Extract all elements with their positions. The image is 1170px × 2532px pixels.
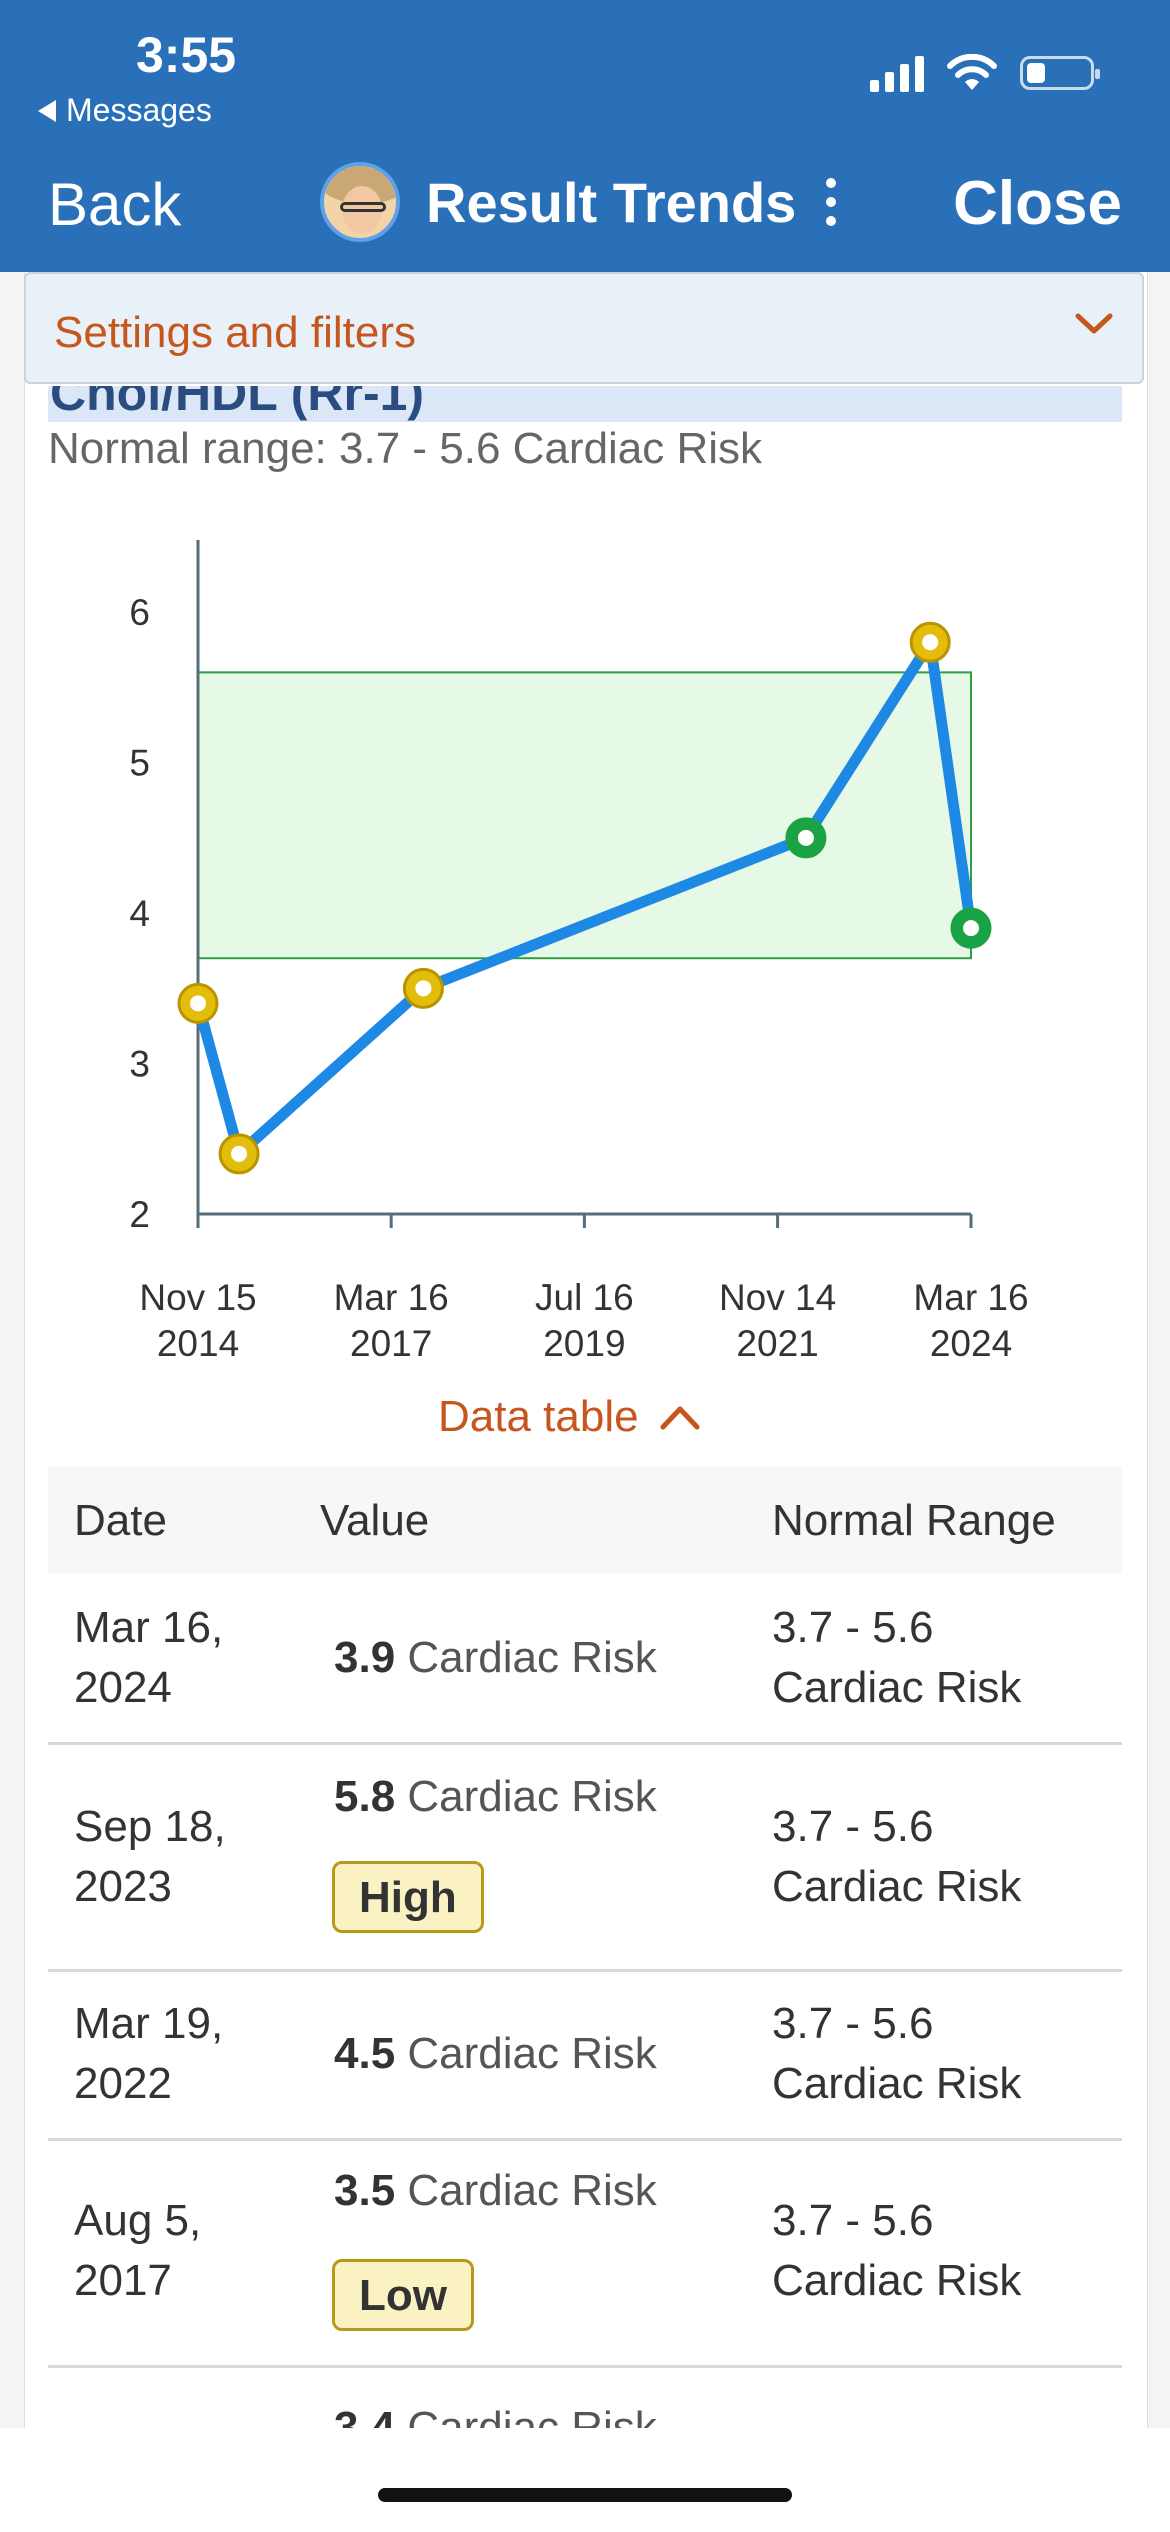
close-button[interactable]: Close [953, 169, 1122, 238]
y-tick-label: 4 [129, 893, 150, 934]
more-options-icon[interactable] [826, 178, 837, 226]
x-tick-label: 2014 [157, 1323, 239, 1364]
bottom-safe-area [0, 2428, 1170, 2532]
x-tick-label: 2017 [350, 1323, 432, 1364]
battery-icon [1020, 56, 1100, 90]
y-tick-label: 6 [129, 592, 150, 633]
settings-filters-toggle[interactable]: Settings and filters [24, 272, 1144, 384]
column-header-date: Date [74, 1496, 167, 1545]
status-time: 3:55 [136, 27, 237, 83]
series-line [192, 636, 977, 1160]
data-table-toggle[interactable]: Data table [438, 1392, 701, 1442]
results-card [24, 272, 1148, 2432]
test-title: Chol/HDL (Rr-1) [50, 386, 425, 421]
y-tick-label: 3 [129, 1044, 150, 1085]
row-normal-range: 3.7 - 5.6 Cardiac Risk [772, 1603, 1022, 1712]
home-indicator[interactable] [378, 2488, 792, 2502]
high-flag-badge: High [332, 1861, 484, 1933]
data-point-center [797, 829, 814, 846]
data-point-center [922, 634, 939, 651]
data-point-center [190, 995, 206, 1012]
low-flag-badge: Low [332, 2259, 474, 2331]
back-triangle-icon [38, 99, 56, 122]
cellular-signal-icon [870, 54, 924, 92]
table-row: Mar 19, 2022 4.5 Cardiac Risk 3.7 - 5.6 Ca… [48, 1972, 1122, 2141]
row-normal-range: 3.7 - 5.6 Cardiac Risk [772, 1999, 1022, 2108]
row-normal-range: 3.7 - 5.6 Cardiac Risk [772, 1802, 1022, 1911]
wifi-icon [947, 54, 997, 90]
column-header-normal-range: Normal Range [772, 1496, 1056, 1545]
status-icons [870, 54, 1100, 92]
app-header: 3:55 Messages Back Result Trends Close [0, 0, 1170, 272]
normal-range-text: Normal range: 3.7 - 5.6 Cardiac Risk [48, 424, 763, 473]
trend-chart: 2 3 4 5 6 Nov 15 2014 Mar 16 2017 Jul 16 2019 Nov 1… [129, 540, 1029, 1364]
x-tick-label: Mar 16 [334, 1277, 449, 1318]
x-tick-label: 2021 [736, 1323, 818, 1364]
nav-title-group: Result Trends [320, 162, 837, 242]
test-title-strip: Chol/HDL (Rr-1) [48, 386, 1122, 422]
x-tick-label: Jul 16 [535, 1277, 634, 1318]
x-tick-label: 2019 [543, 1323, 625, 1364]
column-header-value: Value [320, 1496, 430, 1545]
x-tick-label: Nov 14 [719, 1277, 836, 1318]
table-header: Date Value Normal Range [48, 1466, 1122, 1574]
row-value: 4.5 Cardiac Risk [334, 2029, 657, 2078]
row-value: 3.5 Cardiac Risk [334, 2166, 657, 2215]
table-row: Aug 5, 2017 3.5 Cardiac Risk Low 3.7 - 5.… [48, 2141, 1122, 2368]
back-button[interactable]: Back [48, 171, 182, 238]
row-date: Aug 5, 2017 [74, 2196, 202, 2305]
y-tick-label: 2 [129, 1194, 150, 1235]
chevron-up-icon [660, 1406, 700, 1430]
table-row: Mar 16, 2024 3.9 Cardiac Risk 3.7 - 5.6 Ca… [48, 1574, 1122, 1745]
settings-filters-label: Settings and filters [54, 308, 416, 357]
row-date: Mar 19, 2022 [74, 1999, 224, 2108]
data-point-center [963, 920, 979, 937]
x-tick-label: 2024 [930, 1323, 1012, 1364]
x-tick-label: Nov 15 [139, 1277, 256, 1318]
return-app-label: Messages [66, 92, 212, 128]
normal-range-band [197, 671, 972, 960]
avatar[interactable] [320, 162, 400, 242]
row-date: Sep 18, 2023 [74, 1802, 226, 1911]
table-row: Sep 18, 2023 5.8 Cardiac Risk High 3.7 - … [48, 1745, 1122, 1972]
page-title: Result Trends [426, 170, 797, 234]
row-normal-range: 3.7 - 5.6 Cardiac Risk [772, 2196, 1022, 2305]
row-value: 3.9 Cardiac Risk [334, 1633, 657, 1682]
data-point-center [231, 1145, 248, 1162]
return-to-app-link[interactable]: Messages [38, 92, 212, 129]
chevron-down-icon [1075, 313, 1113, 334]
row-value: 5.8 Cardiac Risk [334, 1772, 657, 1821]
data-table-toggle-label: Data table [438, 1392, 639, 1441]
data-point-center [415, 980, 432, 997]
x-tick-label: Mar 16 [913, 1277, 1028, 1318]
row-date: Mar 16, 2024 [74, 1603, 224, 1712]
y-tick-label: 5 [129, 743, 150, 784]
